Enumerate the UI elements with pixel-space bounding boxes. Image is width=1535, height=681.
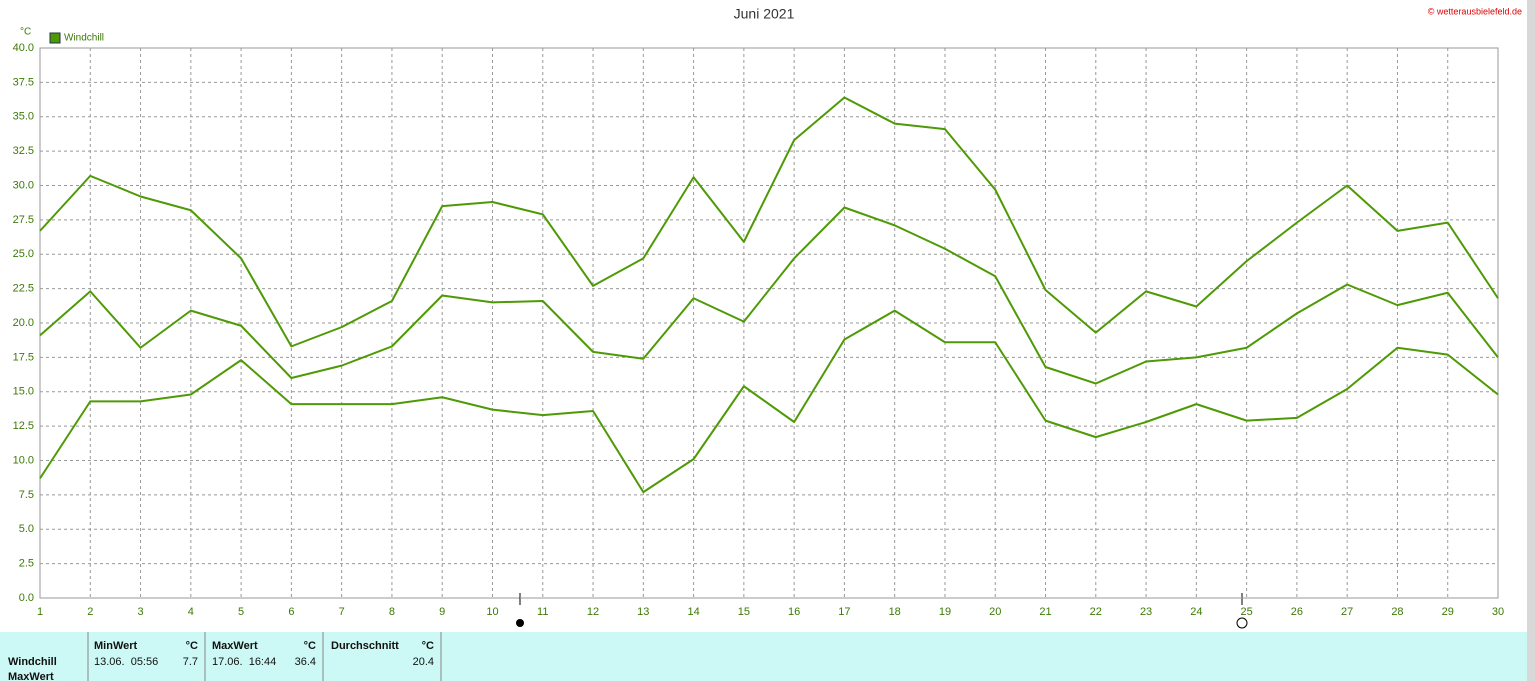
y-tick-label: 7.5 — [19, 489, 34, 501]
y-tick-label: 25.0 — [13, 248, 34, 260]
copyright: © wetterausbielefeld.de — [1428, 6, 1522, 16]
x-tick-label: 5 — [238, 606, 244, 618]
x-tick-label: 28 — [1391, 606, 1403, 618]
x-tick-label: 17 — [838, 606, 850, 618]
y-unit: °C — [20, 27, 31, 38]
header-unit: °C — [186, 640, 198, 652]
y-tick-label: 15.0 — [13, 386, 34, 398]
x-tick-label: 9 — [439, 606, 445, 618]
x-tick-label: 30 — [1492, 606, 1504, 618]
row-label: MaxWert — [8, 671, 54, 681]
y-tick-label: 22.5 — [13, 283, 34, 295]
x-tick-label: 24 — [1190, 606, 1202, 618]
row-label: Windchill — [8, 656, 57, 668]
legend-swatch — [49, 32, 61, 44]
x-tick-label: 2 — [87, 606, 93, 618]
x-tick-label: 4 — [188, 606, 194, 618]
y-tick-label: 12.5 — [13, 420, 34, 432]
legend-label: Windchill — [64, 33, 104, 44]
series-line — [39, 96, 1499, 348]
new-moon-icon — [516, 619, 524, 627]
x-tick-label: 6 — [288, 606, 294, 618]
side-strip — [1527, 0, 1535, 681]
max-time: 17.06. 16:44 — [212, 656, 276, 668]
y-tick-label: 5.0 — [19, 523, 34, 535]
header: MaxWert — [212, 640, 258, 652]
chart-title: Juni 2021 — [734, 6, 795, 22]
max-value: 36.4 — [295, 656, 316, 668]
min-value: 7.7 — [183, 656, 198, 668]
x-tick-label: 8 — [389, 606, 395, 618]
x-tick-label: 15 — [738, 606, 750, 618]
x-tick-label: 7 — [339, 606, 345, 618]
summary-panel: Windchill MaxWert MinWert °C 13.06. 05:5… — [0, 632, 1527, 681]
x-tick-label: 25 — [1240, 606, 1252, 618]
panel-bg — [0, 632, 1527, 681]
x-tick-label: 13 — [637, 606, 649, 618]
min-time: 13.06. 05:56 — [94, 656, 158, 668]
x-tick-label: 10 — [486, 606, 498, 618]
x-tick-label: 29 — [1442, 606, 1454, 618]
x-tick-label: 16 — [788, 606, 800, 618]
x-tick-label: 14 — [687, 606, 699, 618]
x-tick-label: 1 — [37, 606, 43, 618]
y-tick-label: 40.0 — [13, 42, 34, 54]
x-tick-label: 18 — [889, 606, 901, 618]
y-tick-label: 2.5 — [19, 558, 34, 570]
y-tick-label: 30.0 — [13, 179, 34, 191]
x-tick-label: 27 — [1341, 606, 1353, 618]
series-line — [39, 309, 1499, 494]
y-tick-label: 17.5 — [13, 351, 34, 363]
x-tick-label: 23 — [1140, 606, 1152, 618]
x-tick-label: 21 — [1039, 606, 1051, 618]
y-tick-label: 0.0 — [19, 592, 34, 604]
header-unit: °C — [422, 640, 434, 652]
x-tick-label: 12 — [587, 606, 599, 618]
x-tick-label: 22 — [1090, 606, 1102, 618]
x-tick-label: 26 — [1291, 606, 1303, 618]
avg-value: 20.4 — [413, 656, 434, 668]
y-tick-label: 35.0 — [13, 111, 34, 123]
y-tick-label: 20.0 — [13, 317, 34, 329]
header: MinWert — [94, 640, 138, 652]
series-line — [39, 206, 1499, 385]
header-unit: °C — [304, 640, 316, 652]
x-tick-label: 20 — [989, 606, 1001, 618]
y-tick-label: 37.5 — [13, 76, 34, 88]
x-tick-label: 11 — [537, 606, 548, 618]
y-tick-label: 32.5 — [13, 145, 34, 157]
full-moon-icon — [1236, 617, 1248, 629]
x-tick-label: 3 — [137, 606, 143, 618]
x-tick-label: 19 — [939, 606, 951, 618]
y-tick-label: 10.0 — [13, 454, 34, 466]
header: Durchschnitt — [331, 640, 399, 652]
y-tick-label: 27.5 — [13, 214, 34, 226]
